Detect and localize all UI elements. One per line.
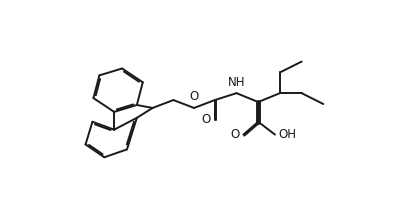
Text: O: O — [230, 128, 240, 141]
Text: OH: OH — [278, 128, 296, 141]
Text: NH: NH — [228, 76, 245, 89]
Text: O: O — [190, 90, 199, 103]
Text: O: O — [202, 113, 211, 126]
